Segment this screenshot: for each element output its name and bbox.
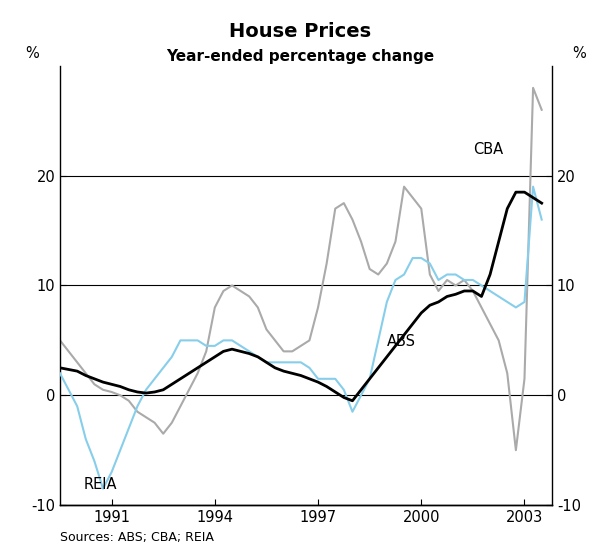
Text: ABS: ABS [387,334,416,349]
Text: %: % [26,47,40,61]
Text: CBA: CBA [473,142,503,156]
Text: Year-ended percentage change: Year-ended percentage change [166,49,434,64]
Text: REIA: REIA [84,477,118,491]
Text: Sources: ABS; CBA; REIA: Sources: ABS; CBA; REIA [60,531,214,544]
Text: House Prices: House Prices [229,22,371,41]
Text: %: % [572,47,586,61]
